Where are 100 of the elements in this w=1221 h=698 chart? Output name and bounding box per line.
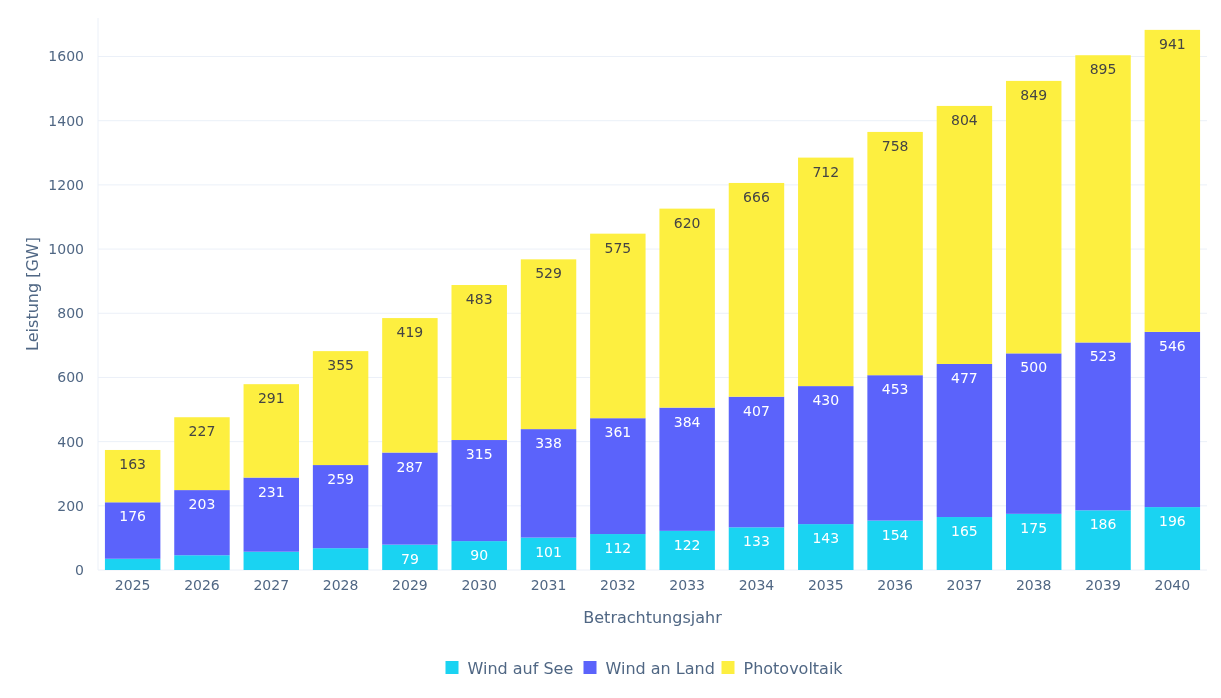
data-label: 355 <box>327 357 354 374</box>
bar <box>451 440 507 542</box>
bar <box>243 551 300 570</box>
data-label: 620 <box>673 214 701 231</box>
data-label: 176 <box>119 508 147 525</box>
y-tick-label: 600 <box>57 369 84 386</box>
bar <box>243 477 300 552</box>
bar <box>590 418 646 535</box>
bar <box>798 524 854 570</box>
bar <box>936 105 993 364</box>
data-label: 941 <box>1158 35 1186 52</box>
bar <box>936 363 993 518</box>
data-label: 361 <box>604 424 632 441</box>
data-label: 122 <box>673 536 701 553</box>
bar <box>867 131 923 376</box>
data-label: 79 <box>400 550 419 567</box>
x-tick-label: 2033 <box>669 577 705 593</box>
data-label: 529 <box>535 265 562 282</box>
bar <box>174 417 230 491</box>
data-label: 477 <box>951 369 978 386</box>
data-label: 338 <box>535 435 562 452</box>
bar <box>104 558 161 570</box>
bar <box>659 530 715 570</box>
data-label: 143 <box>812 530 840 547</box>
bar <box>867 375 923 521</box>
data-label: 196 <box>1158 513 1186 530</box>
bar <box>728 396 785 528</box>
y-tick-label: 1600 <box>48 48 84 65</box>
data-label: 575 <box>604 239 632 256</box>
data-label: 163 <box>119 455 147 472</box>
x-tick-label: 2026 <box>184 577 220 593</box>
bar <box>590 534 646 570</box>
data-label: 384 <box>673 413 701 430</box>
y-tick-label: 800 <box>57 305 84 322</box>
data-label: 175 <box>1020 519 1048 536</box>
bar <box>243 384 300 478</box>
bar <box>520 537 577 570</box>
data-label: 849 <box>1020 86 1048 103</box>
bar <box>1075 55 1131 343</box>
bar <box>798 386 854 525</box>
y-tick-label: 1200 <box>48 176 84 193</box>
x-axis-title: Betrachtungsjahr <box>583 608 723 627</box>
data-label: 804 <box>951 111 978 128</box>
bar <box>174 555 230 570</box>
bar <box>312 351 369 466</box>
data-label: 453 <box>881 381 909 398</box>
data-label: 666 <box>743 188 770 205</box>
data-label: 165 <box>951 523 978 540</box>
bar <box>728 182 785 397</box>
x-tick-label: 2025 <box>114 577 151 593</box>
data-label: 419 <box>396 324 424 341</box>
bar <box>728 527 785 570</box>
x-tick-label: 2038 <box>1015 577 1052 593</box>
data-label: 546 <box>1158 337 1186 354</box>
bar <box>451 541 507 570</box>
x-tick-label: 2035 <box>807 577 844 593</box>
data-label: 112 <box>604 540 632 557</box>
y-tick-label: 1000 <box>48 240 84 257</box>
legend-label: Photovoltaik <box>743 658 844 678</box>
data-label: 133 <box>743 533 770 550</box>
data-label: 101 <box>535 543 562 560</box>
legend-label: Wind auf See <box>467 658 574 678</box>
bar <box>1075 342 1131 511</box>
bar <box>451 285 507 441</box>
bar <box>1144 29 1201 332</box>
bar <box>520 259 577 430</box>
x-tick-label: 2037 <box>946 577 983 593</box>
data-label: 895 <box>1089 61 1117 78</box>
x-tick-label: 2040 <box>1154 577 1191 593</box>
data-label: 523 <box>1089 348 1117 365</box>
bar <box>382 452 438 545</box>
bar <box>312 548 369 570</box>
data-label: 203 <box>188 496 216 513</box>
data-label: 758 <box>881 137 909 154</box>
bar <box>936 517 993 570</box>
data-label: 315 <box>465 446 493 463</box>
x-tick-label: 2036 <box>877 577 913 593</box>
bar <box>1075 510 1131 570</box>
bar <box>382 318 438 453</box>
data-label: 407 <box>743 402 770 419</box>
data-label: 500 <box>1020 359 1048 376</box>
y-tick-label: 400 <box>57 433 84 450</box>
bar <box>659 407 715 531</box>
bar <box>1144 331 1201 508</box>
y-axis-title: Leistung [GW] <box>23 237 42 351</box>
data-label: 712 <box>812 163 840 180</box>
bar <box>174 490 230 556</box>
y-tick-label: 200 <box>57 497 84 514</box>
bar <box>1005 353 1062 514</box>
bar <box>867 520 923 570</box>
x-tick-label: 2029 <box>392 577 428 593</box>
x-tick-label: 2030 <box>461 577 498 593</box>
x-tick-label: 2031 <box>530 577 567 593</box>
bar <box>590 233 646 419</box>
bar <box>798 157 854 387</box>
bar <box>1005 513 1062 570</box>
bar <box>520 429 577 538</box>
data-label: 154 <box>881 526 909 543</box>
bar <box>104 449 161 503</box>
data-label: 259 <box>327 471 354 488</box>
